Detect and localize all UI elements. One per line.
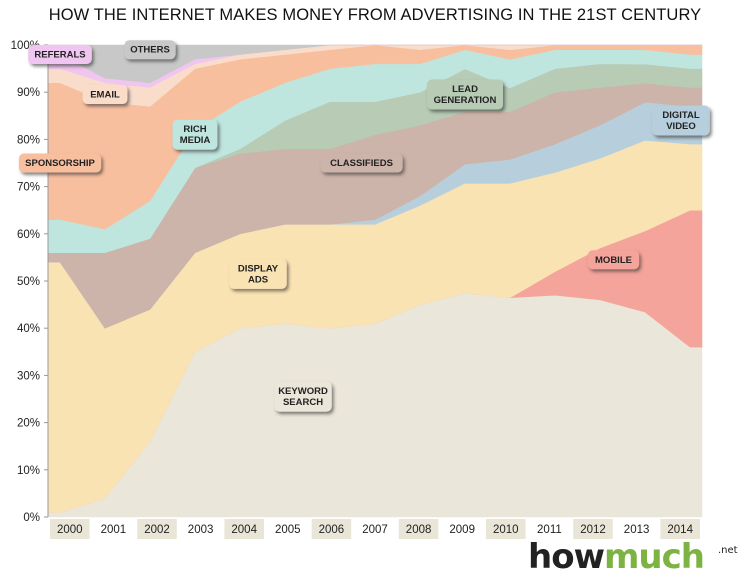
howmuch-logo: howmuch .net [528,537,738,577]
x-tick-label: 2004 [231,524,257,536]
x-tick-cell [224,519,264,539]
y-tick-label: 20% [17,418,40,430]
y-tick-label: 0% [23,512,40,524]
x-tick-cell [268,519,308,539]
y-tick-label: 90% [17,87,40,99]
x-tick-label: 2010 [493,524,519,536]
y-tick-label: 40% [17,323,40,335]
x-tick-label: 2007 [362,524,388,536]
x-tick-label: 2000 [57,524,83,536]
label-text: LEAD [452,84,478,95]
label-box [274,381,332,412]
label-box [28,44,92,64]
x-tick-cell [50,519,90,539]
label-box [587,250,640,270]
label-text: GENERATION [434,95,497,106]
x-tick-label: 2003 [188,524,214,536]
y-tick-label: 50% [17,276,40,288]
y-tick-label: 60% [17,229,40,241]
label-referals: REFERALS [28,44,92,64]
label-classifieds: CLASSIFIEDS [320,153,403,173]
label-text: DISPLAY [238,263,279,274]
y-tick-label: 30% [17,370,40,382]
x-tick-label: 2006 [319,524,345,536]
logo-net-text: .net [718,545,738,556]
x-tick-cell [616,519,657,539]
x-axis: 2000 2001 2002 2003 2004 2005 2006 2007 2008 2009… [50,519,700,539]
label-text: SPONSORSHIP [25,158,95,169]
label-text: RICH [183,124,206,135]
label-text: DIGITAL [662,110,699,121]
label-text: VIDEO [666,121,696,132]
label-box [172,119,218,150]
label-others: OTHERS [124,40,176,60]
area-layers [47,44,703,518]
y-axis: 0%10%20%30%40%50%60%70%80%90%100% [11,40,49,524]
label-box [124,40,176,60]
logo-how-text: how [528,537,605,577]
x-tick-label: 2009 [449,524,475,536]
label-text: KEYWORD [278,386,328,397]
x-tick-label: 2011 [537,524,562,536]
label-sponsorship: SPONSORSHIP [18,153,102,173]
x-tick-cell [311,519,352,539]
x-tick-label: 2001 [101,524,127,536]
x-tick-cell [137,519,177,539]
y-tick-label: 70% [17,182,40,194]
label-box [18,153,102,173]
label-text: REFERALS [34,49,85,60]
label-text: OTHERS [130,45,170,56]
x-tick-cell [355,519,395,539]
label-email: EMAIL [82,85,128,105]
label-box [320,153,403,173]
x-tick-cell [442,519,482,539]
label-box [82,85,128,105]
label-box [427,79,503,110]
label-mobile: MOBILE [587,250,640,270]
label-box [652,105,710,136]
label-text: ADS [248,274,268,285]
x-tick-label: 2012 [580,524,606,536]
x-tick-cell [93,519,134,539]
x-tick-cell [398,519,439,539]
label-text: CLASSIFIEDS [330,158,393,169]
label-text: MEDIA [180,135,211,146]
label-text: SEARCH [283,397,323,408]
label-text: MOBILE [595,255,632,266]
y-tick-label: 10% [17,465,40,477]
x-tick-label: 2002 [144,524,170,536]
x-tick-label: 2013 [624,524,650,536]
y-tick-label: 80% [17,134,40,146]
x-tick-label: 2005 [275,524,301,536]
x-tick-cell [180,519,221,539]
x-tick-label: 2008 [406,524,432,536]
x-tick-cell [573,519,613,539]
x-tick-cell [486,519,526,539]
logo-much-text: much [603,537,705,577]
x-tick-cell [529,519,570,539]
x-tick-cell [660,519,700,539]
x-tick-label: 2014 [667,524,693,536]
chart-title: HOW THE INTERNET MAKES MONEY FROM ADVERT… [48,6,702,24]
stacked-area-chart: 0%10%20%30%40%50%60%70%80%90%100% 2000 20… [11,40,710,539]
area-others [47,44,702,84]
label-text: EMAIL [90,90,120,101]
label-box [229,258,287,289]
